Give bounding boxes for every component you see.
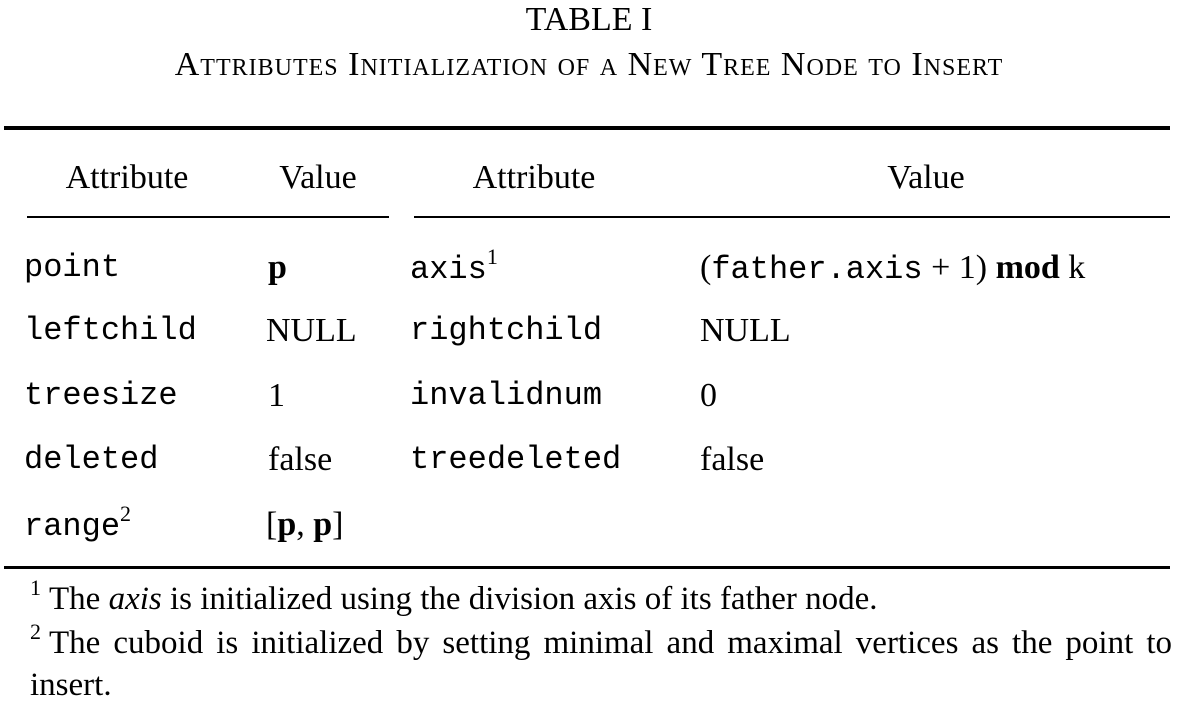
- header-attribute-1: Attribute: [65, 159, 189, 196]
- value-point: p: [268, 249, 287, 286]
- value-invalidnum: 0: [700, 377, 717, 414]
- attr-treedeleted: treedeleted: [410, 441, 622, 478]
- attr-range: range2: [24, 501, 132, 546]
- value-range: [p, p]: [266, 506, 344, 543]
- value-axis: (father.axis + 1) mod k: [700, 249, 1086, 288]
- attr-point: point: [24, 249, 121, 286]
- value-leftchild: NULL: [266, 312, 357, 349]
- attr-treesize: treesize: [24, 377, 178, 414]
- bottom-rule: [4, 566, 1170, 569]
- top-rule: [4, 126, 1170, 130]
- attr-leftchild: leftchild: [24, 312, 197, 349]
- table-number: TABLE I: [525, 1, 653, 38]
- attr-deleted: deleted: [24, 441, 159, 478]
- header-attribute-2: Attribute: [472, 159, 596, 196]
- footnote-ref-1: 1: [486, 244, 498, 269]
- value-treesize: 1: [268, 377, 285, 414]
- header-value-2: Value: [887, 159, 965, 196]
- footnote-2: 2 The cuboid is initialized by setting mi…: [30, 619, 1172, 704]
- header-value-1: Value: [279, 159, 357, 196]
- table-title: Attributes Initialization of a New Tree …: [174, 46, 1004, 83]
- header-underline-right: [414, 216, 1170, 218]
- value-deleted: false: [268, 441, 333, 478]
- header-underline-left: [27, 216, 389, 218]
- attr-invalidnum: invalidnum: [410, 377, 603, 414]
- value-rightchild: NULL: [700, 312, 791, 349]
- value-treedeleted: false: [700, 441, 765, 478]
- attr-axis: axis1: [410, 244, 498, 289]
- footnote-ref-2: 2: [120, 501, 132, 526]
- footnote-1: 1 The axis is initialized using the divis…: [30, 575, 878, 618]
- attr-rightchild: rightchild: [410, 312, 603, 349]
